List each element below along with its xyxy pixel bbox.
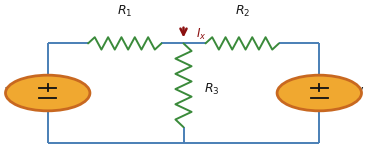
Text: 9 V: 9 V: [344, 86, 363, 100]
Circle shape: [6, 75, 90, 111]
Text: $R_1$: $R_1$: [117, 4, 132, 19]
Text: $R_3$: $R_3$: [204, 82, 219, 97]
Text: $R_2$: $R_2$: [235, 4, 250, 19]
Circle shape: [277, 75, 361, 111]
Text: $I_x$: $I_x$: [196, 27, 207, 42]
Text: 12 V: 12 V: [4, 86, 30, 100]
